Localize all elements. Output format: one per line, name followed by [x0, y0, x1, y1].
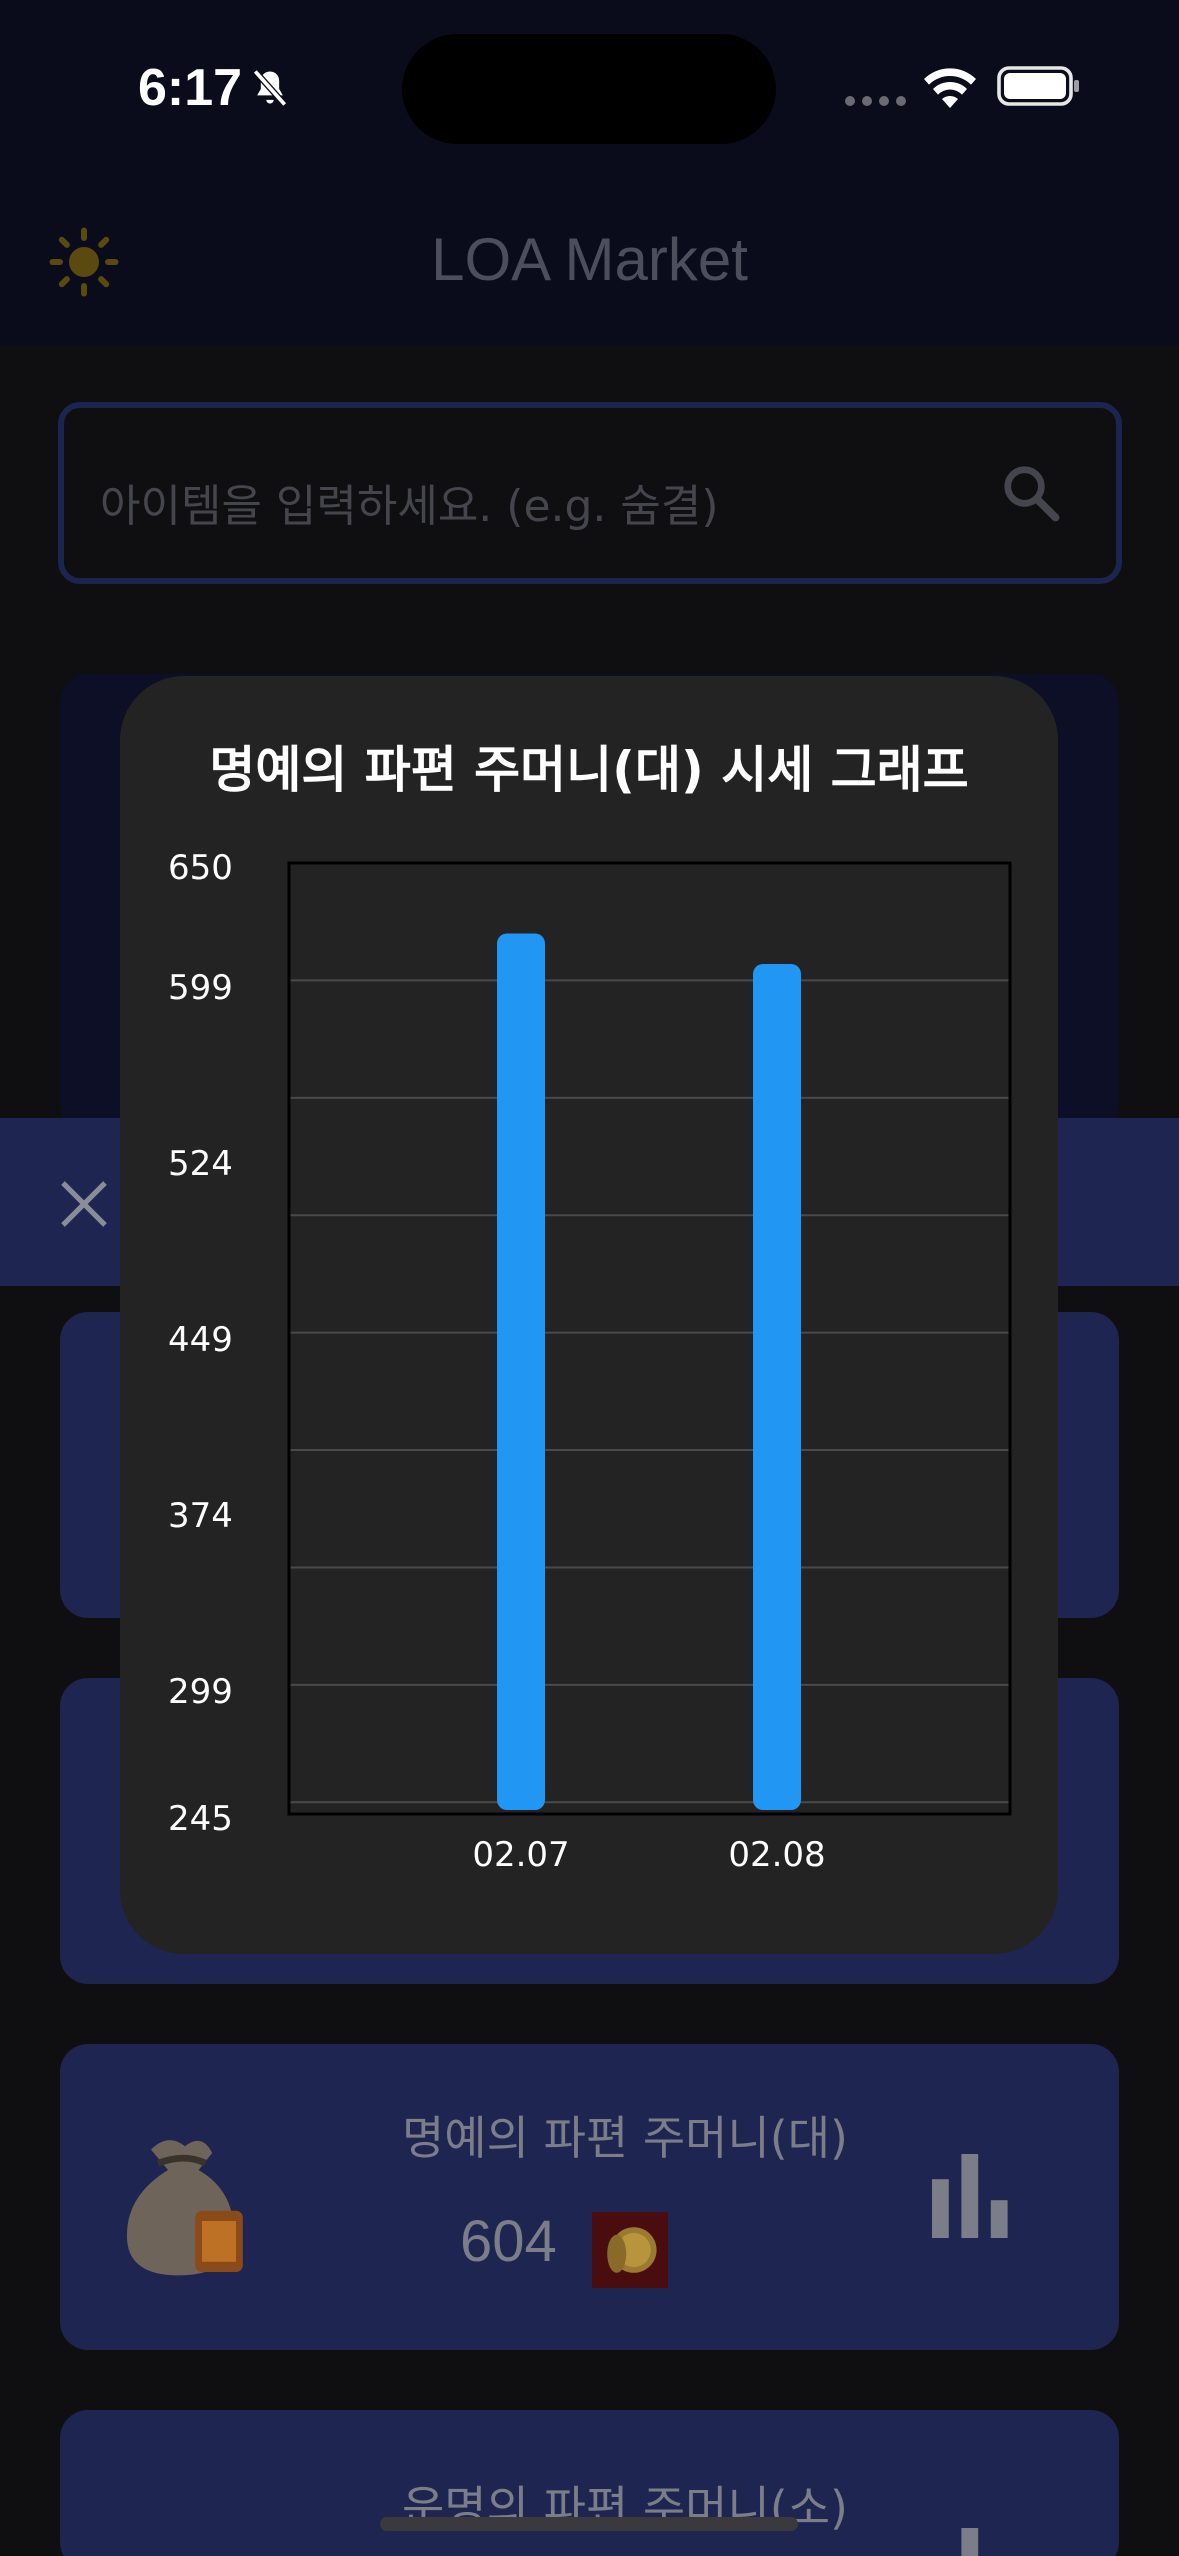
close-icon[interactable]	[56, 1176, 112, 1232]
pouch-icon	[126, 2140, 243, 2276]
bar[interactable]	[753, 963, 801, 1810]
item-card[interactable]: 운명의 파편 주머니(소)	[60, 2410, 1119, 2556]
battery-icon	[997, 66, 1079, 106]
plot-area	[289, 863, 1010, 1814]
search-icon[interactable]	[1000, 462, 1062, 524]
search-placeholder: 아이템을 입력하세요. (e.g. 숨결)	[100, 481, 719, 532]
bell-muted-icon	[253, 69, 287, 107]
app-title: LOA Market	[431, 226, 748, 293]
y-tick-label: 245	[168, 1799, 233, 1839]
search-input[interactable]: 아이템을 입력하세요. (e.g. 숨결)	[58, 402, 1122, 584]
price-bar-chart: 650 599 524 449 374 299 245 02.07 02.08	[168, 848, 1012, 1875]
y-tick-label: 650	[168, 848, 233, 888]
x-tick-label: 02.07	[472, 1835, 569, 1875]
y-tick-label: 374	[168, 1496, 233, 1536]
home-indicator	[380, 2517, 798, 2531]
item-price: 604	[460, 2209, 557, 2274]
bar-chart-icon[interactable]	[932, 2154, 1016, 2238]
app-header: 6:17 LOA Market	[0, 0, 1179, 345]
bar-chart-icon[interactable]	[932, 2528, 1016, 2556]
bar[interactable]	[497, 933, 545, 1810]
dynamic-island	[402, 34, 776, 144]
y-tick-label: 299	[168, 1672, 233, 1712]
wifi-icon	[924, 68, 976, 108]
y-tick-label: 599	[168, 968, 233, 1008]
status-time: 6:17	[138, 59, 243, 117]
y-tick-label: 524	[168, 1144, 233, 1184]
gold-coin-icon	[592, 2212, 668, 2288]
price-graph-dialog: 명예의 파편 주머니(대) 시세 그래프 650 599 524 449 374 299 2…	[120, 676, 1058, 1954]
signal-dots-icon	[845, 96, 906, 106]
item-card[interactable]: 명예의 파편 주머니(대) 604	[60, 2044, 1119, 2350]
sun-icon[interactable]	[48, 226, 120, 298]
dialog-title: 명예의 파편 주머니(대) 시세 그래프	[209, 741, 969, 799]
x-tick-label: 02.08	[728, 1835, 825, 1875]
plot-frame	[287, 861, 1012, 1816]
item-name: 명예의 파편 주머니(대)	[401, 2111, 849, 2165]
y-tick-label: 449	[168, 1320, 233, 1360]
